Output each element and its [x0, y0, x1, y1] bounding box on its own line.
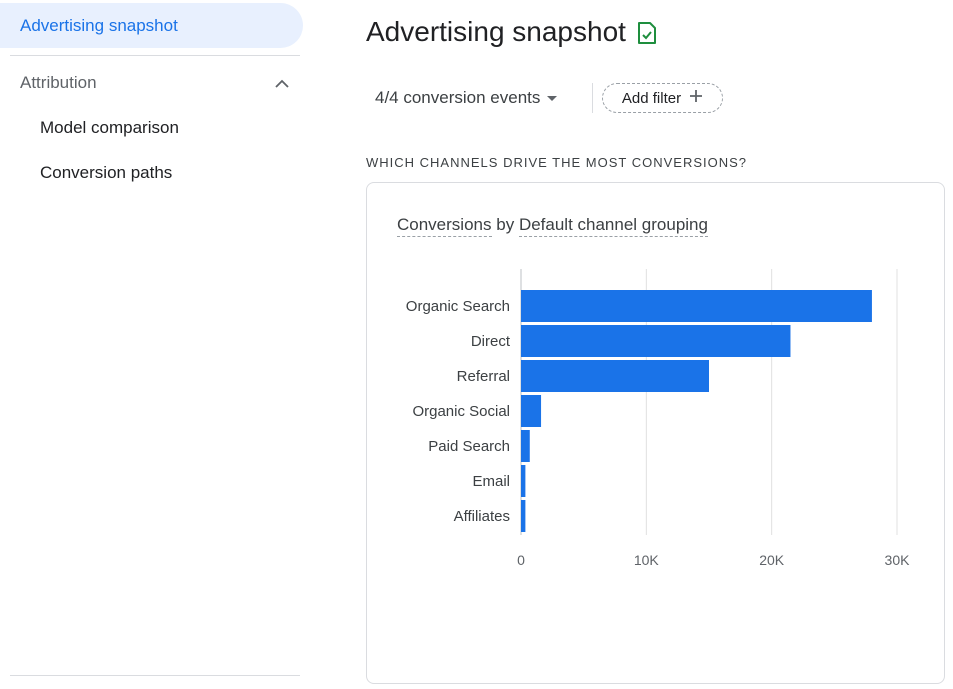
category-label: Paid Search [428, 438, 510, 455]
divider [592, 83, 593, 113]
divider [10, 675, 300, 676]
plus-icon [689, 89, 703, 107]
sidebar-item-label: Conversion paths [40, 163, 173, 182]
add-filter-button[interactable]: Add filter [602, 83, 723, 113]
add-filter-label: Add filter [621, 89, 682, 107]
bar [521, 430, 530, 462]
bar [521, 395, 542, 427]
category-label: Email [472, 473, 510, 490]
sidebar-section-attribution[interactable]: Attribution [20, 70, 292, 96]
page-title-text: Advertising snapshot [366, 16, 626, 47]
x-tick-label: 30K [885, 552, 911, 568]
category-label: Affiliates [454, 508, 510, 525]
bar [521, 500, 526, 532]
category-label: Referral [457, 368, 510, 385]
sidebar-item-conversion-paths[interactable]: Conversion paths [40, 163, 172, 183]
card-title-by: by [496, 215, 515, 234]
sidebar-item-label: Advertising snapshot [20, 15, 178, 35]
bar [521, 360, 709, 392]
caret-down-icon [546, 88, 558, 108]
x-tick-label: 20K [759, 552, 785, 568]
sidebar-item-advertising-snapshot[interactable]: Advertising snapshot [0, 3, 303, 48]
bar-chart: 0 10K 20K 30K Organic Search Direct Referral Or… [406, 269, 911, 568]
category-label: Direct [471, 333, 511, 350]
chevron-up-icon[interactable] [272, 73, 292, 93]
divider [10, 55, 300, 56]
x-tick-label: 0 [517, 552, 525, 568]
category-label: Organic Search [406, 298, 510, 315]
metric-selector[interactable]: Conversions [397, 215, 492, 237]
card-title: Conversions by Default channel grouping [397, 215, 708, 237]
sidebar: Advertising snapshot Attribution Model c… [0, 0, 318, 689]
dimension-selector[interactable]: Default channel grouping [518, 215, 708, 237]
sidebar-section-label: Attribution [20, 73, 97, 92]
bar [521, 325, 791, 357]
bar [521, 465, 526, 497]
section-question: WHICH CHANNELS DRIVE THE MOST CONVERSION… [366, 155, 748, 170]
chart-card: Conversions by Default channel grouping … [366, 182, 945, 684]
main-content: Advertising snapshot 4/4 conversion even… [366, 0, 953, 689]
conversion-events-label: 4/4 conversion events [375, 88, 541, 107]
sidebar-item-label: Model comparison [40, 118, 179, 137]
conversion-events-dropdown[interactable]: 4/4 conversion events [375, 86, 558, 110]
bar [521, 290, 872, 322]
category-label: Organic Social [412, 403, 510, 420]
report-check-icon[interactable] [636, 20, 658, 44]
page-title: Advertising snapshot [366, 16, 658, 48]
x-tick-label: 10K [634, 552, 660, 568]
sidebar-item-model-comparison[interactable]: Model comparison [40, 118, 179, 138]
